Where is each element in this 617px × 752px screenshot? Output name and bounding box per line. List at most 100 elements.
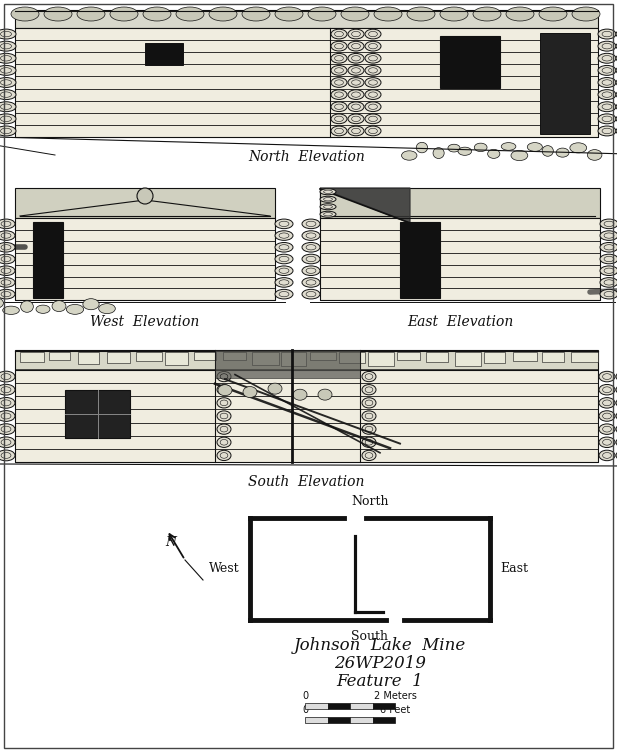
Ellipse shape (331, 102, 347, 111)
Ellipse shape (599, 411, 615, 421)
Bar (165, 352, 188, 365)
Ellipse shape (570, 143, 587, 153)
Ellipse shape (83, 299, 99, 310)
Ellipse shape (440, 7, 468, 21)
Bar (15, 370, 598, 462)
Ellipse shape (0, 398, 15, 408)
Ellipse shape (275, 277, 293, 287)
Ellipse shape (302, 231, 320, 241)
Bar (426, 352, 449, 362)
Ellipse shape (600, 219, 617, 229)
Ellipse shape (0, 254, 15, 264)
Bar (107, 352, 130, 363)
Ellipse shape (600, 290, 617, 299)
Ellipse shape (362, 371, 376, 382)
Ellipse shape (0, 77, 16, 87)
Ellipse shape (365, 89, 381, 99)
Ellipse shape (0, 371, 15, 382)
Ellipse shape (587, 150, 602, 160)
Ellipse shape (275, 231, 293, 241)
Bar (252, 352, 279, 365)
Ellipse shape (362, 411, 376, 421)
Ellipse shape (556, 148, 569, 157)
Ellipse shape (598, 65, 616, 75)
Ellipse shape (0, 41, 16, 51)
Bar (339, 352, 365, 363)
Ellipse shape (362, 437, 376, 447)
Ellipse shape (176, 7, 204, 21)
Bar (78, 352, 99, 364)
Ellipse shape (365, 65, 381, 75)
Ellipse shape (331, 29, 347, 39)
Ellipse shape (600, 254, 617, 264)
Ellipse shape (528, 143, 542, 151)
Ellipse shape (331, 41, 347, 51)
Ellipse shape (2, 306, 19, 314)
Bar (373, 703, 395, 709)
Ellipse shape (0, 290, 15, 299)
Ellipse shape (474, 143, 487, 152)
Ellipse shape (600, 242, 617, 252)
Ellipse shape (275, 266, 293, 275)
Ellipse shape (365, 77, 381, 87)
Ellipse shape (348, 53, 364, 63)
Text: South: South (352, 630, 389, 643)
Bar (20, 352, 44, 362)
Bar (15, 188, 275, 218)
Ellipse shape (331, 77, 347, 87)
Ellipse shape (599, 437, 615, 447)
Ellipse shape (209, 7, 237, 21)
Ellipse shape (243, 387, 257, 398)
Ellipse shape (362, 384, 376, 395)
Ellipse shape (302, 266, 320, 275)
Ellipse shape (331, 65, 347, 75)
Ellipse shape (217, 450, 231, 460)
Ellipse shape (600, 231, 617, 241)
Ellipse shape (348, 65, 364, 75)
Ellipse shape (0, 114, 16, 124)
Ellipse shape (365, 102, 381, 111)
Ellipse shape (275, 290, 293, 299)
Ellipse shape (0, 424, 15, 435)
Bar (513, 352, 537, 361)
Ellipse shape (0, 102, 16, 112)
Ellipse shape (599, 384, 615, 395)
Ellipse shape (331, 89, 347, 99)
Ellipse shape (600, 266, 617, 275)
Ellipse shape (407, 7, 435, 21)
Ellipse shape (416, 142, 428, 153)
Ellipse shape (0, 266, 15, 275)
Ellipse shape (501, 143, 516, 150)
Bar (281, 352, 306, 366)
Bar (397, 352, 420, 360)
Ellipse shape (0, 29, 16, 39)
Ellipse shape (275, 254, 293, 264)
Ellipse shape (616, 424, 617, 435)
Ellipse shape (616, 53, 617, 63)
Ellipse shape (0, 437, 15, 447)
Ellipse shape (217, 424, 231, 434)
Text: North  Elevation: North Elevation (248, 150, 365, 164)
Ellipse shape (318, 389, 332, 400)
Ellipse shape (0, 411, 15, 421)
Ellipse shape (44, 7, 72, 21)
Bar (350, 703, 373, 709)
Ellipse shape (52, 301, 66, 311)
Ellipse shape (511, 150, 528, 161)
Text: East  Elevation: East Elevation (407, 315, 513, 329)
Ellipse shape (0, 277, 15, 287)
Ellipse shape (137, 188, 153, 204)
Ellipse shape (374, 7, 402, 21)
Ellipse shape (67, 305, 84, 314)
Ellipse shape (275, 242, 293, 252)
Bar (400, 222, 440, 298)
Ellipse shape (348, 89, 364, 99)
Ellipse shape (598, 89, 616, 99)
Ellipse shape (348, 102, 364, 111)
Text: West  Elevation: West Elevation (90, 315, 200, 329)
Bar (15, 218, 275, 300)
Ellipse shape (598, 41, 616, 51)
Text: South  Elevation: South Elevation (248, 475, 365, 489)
Ellipse shape (20, 301, 33, 312)
Bar (223, 352, 246, 360)
